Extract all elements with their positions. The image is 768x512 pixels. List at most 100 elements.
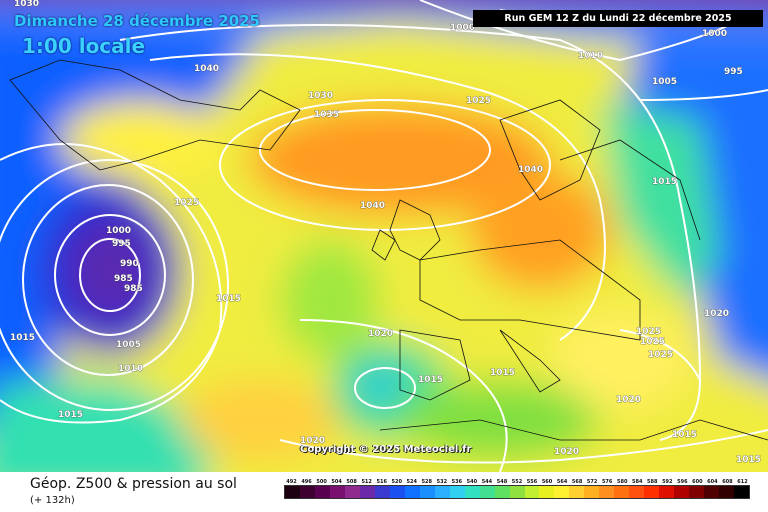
color-scale-swatch [704,486,720,498]
isobar-label: 1015 [216,294,241,304]
isobar-label: 1015 [736,455,761,465]
color-scale-swatch [314,486,330,498]
isobar-label: 1010 [118,364,143,374]
color-scale-label: 516 [376,479,387,485]
color-scale-swatch [509,486,525,498]
forecast-lead-time: (+ 132h) [30,495,75,506]
isobar-labels: 1030100010009951010100510401030103510251… [10,0,762,465]
color-scale-label: 588 [647,479,658,485]
isobar-label: 1025 [640,337,665,347]
coastlines [9,59,768,441]
color-scale-swatch [434,486,450,498]
color-scale-swatch [359,486,375,498]
isobar-label: 1040 [518,165,543,175]
model-run-banner: Run GEM 12 Z du Lundi 22 décembre 2025 [473,10,763,27]
isobar-label: 1040 [360,201,385,211]
pressure-map: 1030100010009951010100510401030103510251… [0,0,768,472]
color-scale: 492 496 500 504 508 512 516 520 524 528 532 536 540 5… [284,479,750,499]
color-scale-label: 528 [421,479,433,485]
isobar-label: 995 [724,67,743,77]
color-scale-swatch [719,486,735,498]
color-scale-label: 560 [541,479,553,485]
color-scale-label: 536 [451,479,463,485]
isobar-label: 1030 [14,0,39,9]
color-scale-swatch [584,486,600,498]
isobar-label: 1015 [418,375,443,385]
color-scale-swatch [569,486,585,498]
color-scale-swatch [374,486,390,498]
color-scale-label: 564 [556,479,568,485]
isobar-label: 995 [112,239,131,249]
isobar-label: 985 [124,284,143,294]
color-scale-swatch [404,486,420,498]
copyright-notice: Copyright © 2025 Meteociel.fr [300,444,472,455]
color-scale-swatch [299,486,315,498]
color-scale-labels: 492 496 500 504 508 512 516 520 524 528 532 536 540 5… [284,479,750,485]
isobar-label: 1015 [652,177,677,187]
color-scale-swatch [449,486,465,498]
color-scale-label: 496 [301,479,312,485]
isobar-label: 1005 [652,77,677,87]
isobar-label: 985 [114,274,133,284]
color-scale-label: 500 [316,479,327,485]
color-scale-swatch [524,486,540,498]
color-scale-label: 552 [511,479,523,485]
color-scale-label: 540 [466,479,478,485]
color-scale-swatch [599,486,615,498]
color-scale-swatch [629,486,645,498]
color-scale-label: 544 [481,479,493,485]
isobar-label: 1010 [578,51,603,61]
color-scale-swatch [554,486,570,498]
isobar-label: 1015 [10,333,35,343]
isobar-label: 1040 [194,64,219,74]
color-scale-label: 512 [361,479,372,485]
color-scale-swatch [464,486,480,498]
color-scale-swatch [539,486,555,498]
color-scale-label: 532 [436,479,448,485]
color-scale-label: 576 [601,479,613,485]
color-scale-swatch [389,486,405,498]
map-variable-title: Géop. Z500 & pression au sol [30,476,237,492]
isobar-label: 1020 [704,309,729,319]
color-scale-label: 596 [677,479,688,485]
color-scale-swatch [329,486,345,498]
color-scale-label: 608 [722,479,733,485]
isobar-label: 1025 [636,327,661,337]
color-scale-label: 612 [737,479,748,485]
isobar-label: 1005 [116,340,141,350]
isobar-label: 1000 [702,29,727,39]
color-scale-swatch [644,486,660,498]
isobar-label: 990 [120,259,139,269]
color-scale-label: 584 [632,479,643,485]
isobar-label: 1025 [174,198,199,208]
forecast-date: Dimanche 28 décembre 2025 [14,12,260,30]
color-scale-swatch [344,486,360,498]
color-scale-label: 592 [662,479,673,485]
color-scale-swatch [285,486,300,498]
isobar-label: 1020 [616,395,641,405]
isobar-label: 1015 [672,430,697,440]
color-scale-label: 524 [406,479,417,485]
isobar-label: 1020 [300,436,325,446]
color-scale-label: 508 [346,479,357,485]
color-scale-label: 568 [571,479,583,485]
color-scale-swatch [674,486,690,498]
color-scale-label: 572 [586,479,598,485]
color-scale-swatch [479,486,495,498]
isobar-label: 1030 [308,91,333,101]
isobar-label: 1025 [466,96,491,106]
color-scale-label: 600 [692,479,703,485]
color-scale-swatch [614,486,630,498]
color-scale-label: 520 [391,479,402,485]
color-scale-swatch [494,486,510,498]
color-scale-label: 492 [286,479,297,485]
isobar-label: 1020 [554,447,579,457]
isobar-lines [0,0,768,472]
color-scale-label: 604 [707,479,718,485]
color-scale-label: 580 [616,479,628,485]
color-scale-label: 504 [331,479,342,485]
color-scale-bar [284,485,750,499]
color-scale-label: 556 [526,479,538,485]
color-scale-swatch [734,486,750,498]
